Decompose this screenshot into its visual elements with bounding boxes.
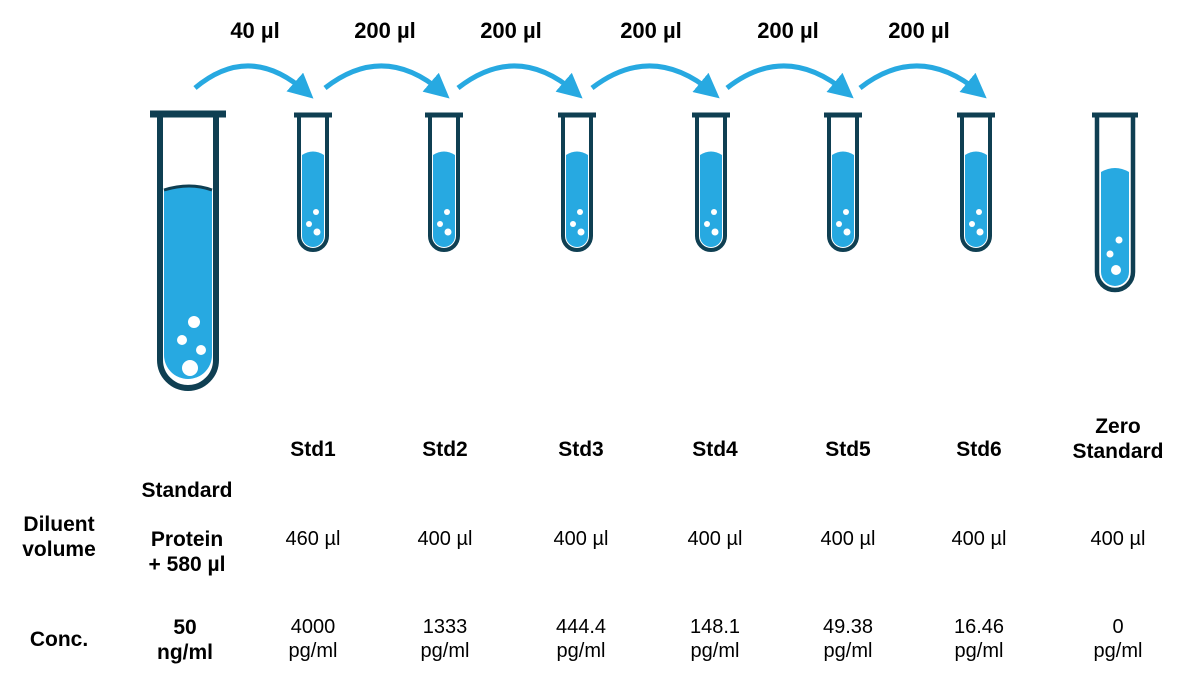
diluent-volume: 460 µl bbox=[285, 528, 341, 550]
standard-name: Std5 bbox=[825, 438, 871, 461]
stock-diluent: Protein + 580 µl bbox=[148, 528, 226, 577]
concentration-value: 444.4 pg/ml bbox=[555, 616, 607, 662]
curved-arrow-icon bbox=[323, 63, 450, 99]
row-label-diluent: Diluent volume bbox=[22, 513, 96, 562]
diluent-volume: 400 µl bbox=[820, 528, 876, 550]
zero-standard-name: Zero Standard bbox=[1072, 415, 1164, 464]
curved-arrow-icon bbox=[193, 63, 314, 99]
row-label-conc: Conc. bbox=[29, 628, 89, 651]
curved-arrow-icon bbox=[858, 63, 987, 99]
concentration-value: 49.38 pg/ml bbox=[822, 616, 874, 662]
transfer-label: 200 µl bbox=[757, 18, 819, 43]
diluent-volume: 400 µl bbox=[553, 528, 609, 550]
transfer-label: 40 µl bbox=[230, 18, 280, 43]
transfer-label: 200 µl bbox=[888, 18, 950, 43]
diluent-volume: 400 µl bbox=[417, 528, 473, 550]
stock-concentration: 50 ng/ml bbox=[157, 616, 213, 665]
concentration-value: 4000 pg/ml bbox=[288, 616, 338, 662]
stock-label-line1: Standard bbox=[141, 479, 233, 502]
standard-name: Std1 bbox=[290, 438, 336, 461]
concentration-value: 148.1 pg/ml bbox=[689, 616, 741, 662]
standard-name: Std4 bbox=[692, 438, 738, 461]
diluent-volume: 400 µl bbox=[951, 528, 1007, 550]
curved-arrow-icon bbox=[590, 63, 720, 99]
test-tube-icon bbox=[558, 112, 596, 252]
test-tube-icon bbox=[150, 110, 226, 391]
tubes-and-arrows bbox=[150, 63, 1138, 391]
test-tube-icon bbox=[1092, 112, 1138, 293]
test-tube-icon bbox=[692, 112, 730, 252]
diluent-volume: 400 µl bbox=[687, 528, 743, 550]
curved-arrow-icon bbox=[456, 63, 583, 99]
test-tube-icon bbox=[294, 112, 332, 252]
curved-arrow-icon bbox=[725, 63, 854, 99]
concentration-value: 16.46 pg/ml bbox=[953, 616, 1005, 662]
transfer-label: 200 µl bbox=[480, 18, 542, 43]
concentration-value: 1333 pg/ml bbox=[420, 616, 470, 662]
concentration-value: 0 pg/ml bbox=[1093, 616, 1143, 662]
test-tube-icon bbox=[425, 112, 463, 252]
test-tube-icon bbox=[824, 112, 862, 252]
diluent-volume: 400 µl bbox=[1090, 528, 1146, 550]
transfer-label: 200 µl bbox=[620, 18, 682, 43]
standard-name: Std3 bbox=[558, 438, 604, 461]
transfer-label: 200 µl bbox=[354, 18, 416, 43]
standard-name: Std6 bbox=[956, 438, 1002, 461]
standard-name: Std2 bbox=[422, 438, 468, 461]
test-tube-icon bbox=[957, 112, 995, 252]
